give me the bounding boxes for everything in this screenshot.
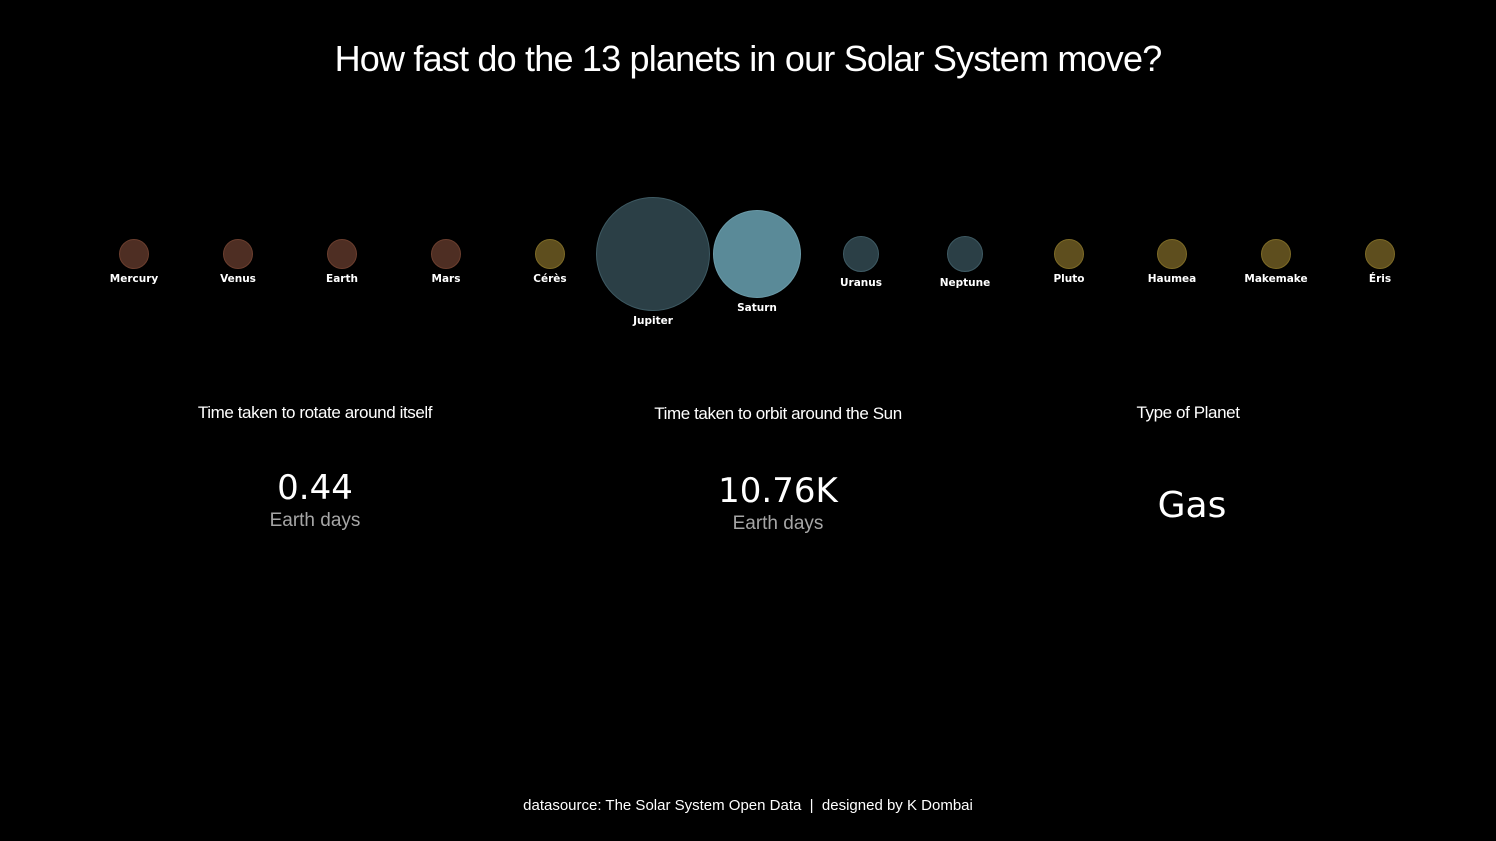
planet-bubble-icon[interactable] xyxy=(119,239,149,269)
planet-label: Venus xyxy=(220,273,256,285)
orbit-unit: Earth days xyxy=(732,513,824,534)
planet-label: Uranus xyxy=(840,277,882,289)
planet-label: Mars xyxy=(431,273,461,285)
rotation-unit: Earth days xyxy=(269,510,361,531)
planet-type-card: Type of Planet Gas xyxy=(1088,403,1288,527)
planet-label: Saturn xyxy=(737,302,777,314)
page-title: How fast do the 13 planets in our Solar … xyxy=(334,38,1163,79)
planet-bubble-chart: Mercury Venus Earth Mars Cérès Jupiter Saturn U… xyxy=(0,0,1496,360)
planet-bubble-icon[interactable] xyxy=(431,239,461,269)
rotation-value: 0.44 xyxy=(277,468,353,508)
planet-type-card-title: Type of Planet xyxy=(1136,403,1240,422)
footer-credits: datasource: The Solar System Open Data |… xyxy=(523,797,973,814)
planet-bubble-icon[interactable] xyxy=(535,239,565,269)
planet-bubble-icon[interactable] xyxy=(1365,239,1395,269)
planet-label: Cérès xyxy=(533,273,567,285)
planet-label: Mercury xyxy=(109,273,159,285)
planet-bubble-icon[interactable] xyxy=(843,236,879,272)
planet-type-value: Gas xyxy=(1157,485,1227,526)
planet-bubble-icon[interactable] xyxy=(223,239,253,269)
planet-label: Makemake xyxy=(1244,273,1308,285)
planet-bubble-icon[interactable] xyxy=(1261,239,1291,269)
planet-label: Neptune xyxy=(939,277,991,289)
planet-label: Jupiter xyxy=(633,315,673,327)
rotation-card: Time taken to rotate around itself 0.44 … xyxy=(165,403,465,533)
orbit-card: Time taken to orbit around the Sun 10.76… xyxy=(623,404,933,536)
planet-label: Haumea xyxy=(1147,273,1197,285)
rotation-card-title: Time taken to rotate around itself xyxy=(197,403,433,422)
planet-bubble-icon[interactable] xyxy=(713,210,801,298)
planet-label: Pluto xyxy=(1053,273,1085,285)
planet-label: Éris xyxy=(1368,273,1392,285)
planet-bubble-icon[interactable] xyxy=(327,239,357,269)
planet-bubble-icon[interactable] xyxy=(1157,239,1187,269)
orbit-value: 10.76K xyxy=(718,471,838,511)
planet-bubble-icon[interactable] xyxy=(1054,239,1084,269)
planet-bubble-icon[interactable] xyxy=(596,197,710,311)
planet-bubble-icon[interactable] xyxy=(947,236,983,272)
orbit-card-title: Time taken to orbit around the Sun xyxy=(654,404,902,423)
planet-label: Earth xyxy=(326,273,358,285)
